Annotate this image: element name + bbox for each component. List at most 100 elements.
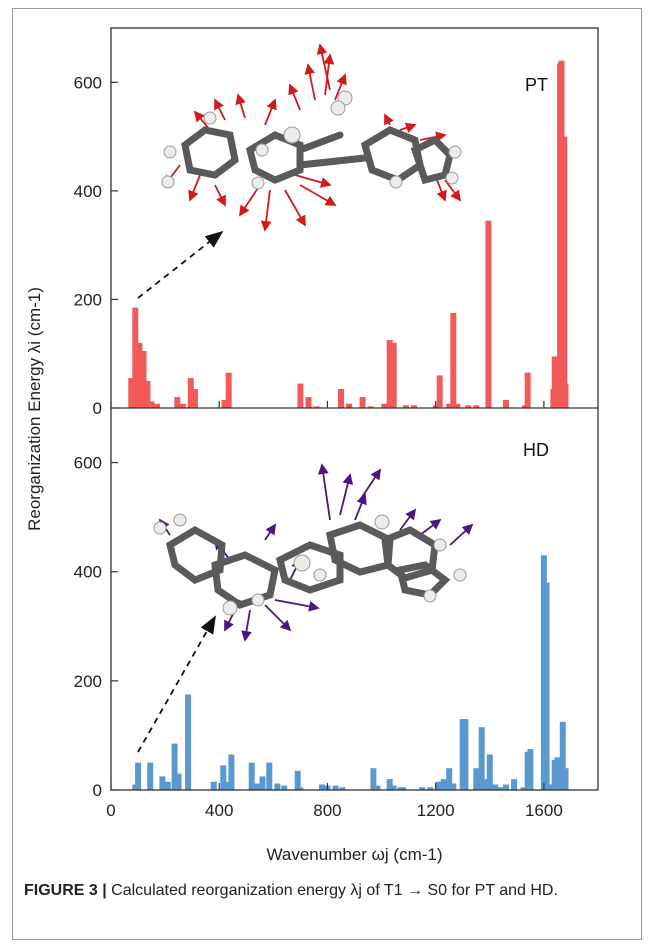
bar-pt-33 [503, 399, 509, 408]
bar-hd-38 [473, 768, 480, 790]
bar-hd-39 [478, 727, 485, 790]
molecule-pt-illustration [161, 43, 462, 232]
molecule-hd-illustration [153, 463, 474, 642]
bar-hd-16 [274, 783, 281, 790]
xtick-label-1600: 1600 [525, 801, 563, 820]
bar-hd-20 [319, 784, 325, 790]
bar-pt-23 [402, 405, 409, 408]
bar-hd-26 [386, 779, 393, 790]
bar-hd-17 [281, 785, 288, 790]
bar-pt-28 [450, 313, 457, 408]
bar-hd-45 [511, 779, 518, 790]
bar-hd-5 [171, 743, 178, 790]
bar-pt-18 [359, 397, 366, 408]
y-axis-title: Reorganization Energy λi (cm-1) [25, 287, 44, 531]
bar-pt-19 [367, 406, 374, 408]
ytick-label-1-400: 400 [74, 563, 102, 582]
bar-hd-25 [374, 785, 381, 790]
chart: 0 200 400 600 PT 0 200 400 600 HD 0 400 800 1200 1600 W… [25, 27, 599, 864]
bar-hd-51 [546, 784, 553, 790]
panel-label-hd: HD [523, 440, 549, 460]
bar-hd-13 [254, 783, 261, 790]
ytick-label-0-600: 600 [74, 73, 102, 92]
bar-pt-7 [174, 397, 181, 408]
bar-hd-55 [562, 768, 569, 790]
bar-hd-42 [492, 784, 499, 790]
bar-hd-41 [486, 754, 493, 790]
bar-pt-20 [381, 403, 388, 408]
bar-hd-44 [503, 784, 509, 790]
bar-hd-8 [210, 781, 217, 790]
bar-pt-13 [297, 383, 304, 408]
xtick-label-1200: 1200 [417, 801, 455, 820]
bar-hd-46 [520, 787, 527, 790]
bar-pt-6 [154, 403, 160, 408]
bar-pt-30 [465, 405, 472, 408]
bar-hd-10 [224, 781, 231, 790]
plot-frame [110, 27, 599, 791]
bar-hd-9 [220, 765, 227, 790]
bar-hd-35 [450, 783, 457, 790]
bar-pt-41 [562, 383, 569, 408]
bar-hd-31 [427, 787, 434, 790]
bar-hd-29 [400, 787, 407, 790]
ytick-label-0-0: 0 [93, 399, 102, 418]
bar-pt-12 [225, 372, 232, 408]
bar-hd-2 [147, 762, 154, 790]
bar-pt-8 [179, 403, 186, 408]
ytick-label-1-200: 200 [74, 672, 102, 691]
bar-hd-7 [185, 694, 192, 790]
figure-caption: FIGURE 3 | Calculated reorganization ene… [24, 880, 624, 902]
bar-hd-33 [440, 779, 447, 790]
bar-hd-50 [543, 582, 550, 790]
bar-pt-0 [128, 378, 135, 408]
bar-pt-4 [144, 380, 151, 408]
bar-pt-10 [191, 389, 198, 408]
bar-hd-4 [164, 781, 171, 790]
bar-hd-34 [446, 768, 453, 790]
bar-pt-5 [148, 401, 155, 408]
bar-pt-1 [132, 307, 139, 408]
figure-frame [12, 8, 642, 940]
bar-pt-26 [436, 375, 443, 408]
bar-hd-15 [266, 762, 273, 790]
bar-hd-3 [159, 776, 166, 790]
bar-pt-17 [346, 403, 353, 408]
bar-hd-54 [559, 721, 566, 790]
pointer-arrow-pt [137, 230, 224, 299]
bar-hd-22 [332, 785, 339, 790]
bar-hd-30 [419, 787, 426, 790]
caption-label: FIGURE 3 | [24, 882, 107, 899]
xtick-label-400: 400 [205, 801, 233, 820]
x-axis-title: Wavenumber ωj (cm-1) [266, 845, 442, 864]
caption-text: Calculated reorganization energy λj of T… [111, 882, 558, 899]
bar-hd-14 [259, 776, 266, 790]
bar-hd-24 [370, 768, 377, 790]
bar-pt-24 [411, 405, 417, 408]
bar-pt-2 [136, 342, 143, 408]
bar-hd-1 [135, 762, 142, 790]
ytick-label-0-200: 200 [74, 290, 102, 309]
bar-hd-48 [527, 749, 534, 790]
bar-pt-40 [561, 136, 568, 408]
bar-hd-43 [497, 787, 504, 790]
xtick-label-800: 800 [313, 801, 341, 820]
bar-hd-27 [390, 785, 397, 790]
pointer-arrow-hd [137, 615, 216, 753]
bar-pt-3 [140, 351, 147, 408]
bar-pt-27 [446, 403, 453, 408]
xtick-label-0: 0 [106, 801, 115, 820]
ytick-label-0-400: 400 [74, 182, 102, 201]
bar-pt-21 [386, 340, 393, 408]
bar-hd-32 [435, 781, 442, 790]
ytick-label-1-0: 0 [93, 781, 102, 800]
bar-hd-53 [554, 757, 561, 790]
bar-hd-6 [175, 773, 182, 790]
bar-pt-15 [313, 406, 320, 408]
panel-label-pt: PT [525, 75, 548, 95]
bar-pt-29 [454, 403, 461, 408]
bar-hd-40 [482, 779, 489, 790]
bar-pt-14 [305, 397, 312, 408]
bar-hd-11 [228, 754, 235, 790]
ytick-label-1-600: 600 [74, 454, 102, 473]
